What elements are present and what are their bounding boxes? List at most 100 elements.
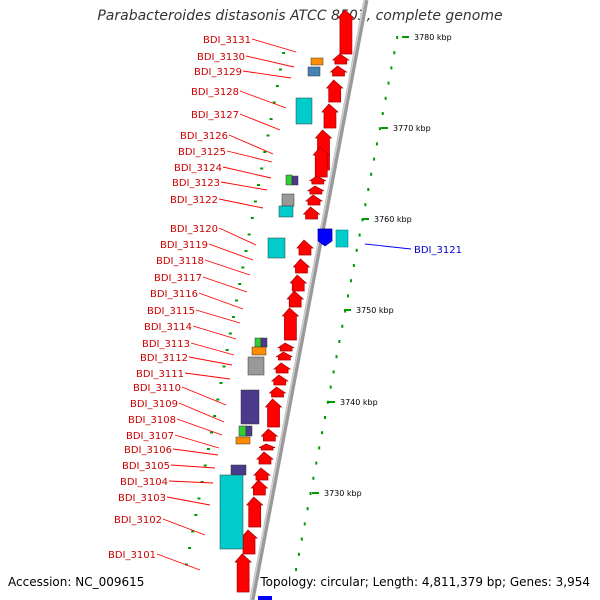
scale-dot-inner [210,431,214,434]
gene-label: BDI_3125 [178,147,226,158]
domain-box [240,389,260,425]
gene-arrow-forward [329,65,348,77]
scale-dot-inner [282,52,286,54]
gene-label: BDI_3131 [203,35,251,46]
gene-arrow-forward [289,274,308,292]
scale-dot-inner [241,266,245,269]
scale-dot-inner [250,217,254,219]
label-leader [364,243,412,250]
domain-box [267,237,286,259]
scale-major-tick [328,401,335,403]
scale-dot-outer [393,51,396,55]
label-leader [226,150,273,163]
gene-arrow-forward [305,194,324,206]
scale-dot-outer [315,461,318,465]
domain-box [254,337,262,348]
label-leader [176,418,223,436]
scale-dot-outer [318,446,321,450]
label-leader [170,464,216,469]
gene-label: BDI_3122 [170,195,218,206]
scale-dot-inner [275,85,279,87]
domain-box [281,193,295,207]
label-leader [162,518,206,536]
scale-dot-outer [390,66,393,70]
gene-label: BDI_3115 [147,306,195,317]
scale-major-tick [362,218,369,220]
gene-arrow-forward [275,351,293,361]
gene-label: BDI_3109 [130,399,178,410]
gene-fragment [258,596,272,600]
scale-dot-inner [219,382,223,384]
scale-dot-inner [188,547,192,549]
scale-label: 3750 kbp [356,306,394,315]
gene-label: BDI_3112 [140,353,188,364]
gene-label: BDI_3101 [108,550,156,561]
domain-box [285,174,293,186]
domain-box [310,57,324,66]
scale-dot-inner [278,68,282,71]
gene-arrow-forward [268,386,287,398]
gene-label: BDI_3113 [142,339,190,350]
scale-dot-inner [222,365,226,368]
scale-dot-inner [247,233,251,236]
gene-arrow-forward [234,553,253,593]
gene-label: BDI_3111 [136,369,184,380]
gene-label: BDI_3126 [180,131,228,142]
gene-arrow-forward [292,258,311,274]
scale-dot-outer [370,172,373,176]
gene-label: BDI_3129 [194,67,242,78]
label-leader [174,434,220,449]
label-leader [220,181,268,191]
scale-dot-outer [332,370,335,374]
scale-dot-outer [329,385,332,389]
gene-label: BDI_3102 [114,515,162,526]
scale-dot-outer [306,507,309,511]
scale-dot-inner [197,497,201,500]
label-leader [190,342,235,356]
domain-box [247,356,265,376]
map-title: Parabacteroides distasonis ATCC 8503, co… [97,8,503,24]
scale-dot-outer [341,324,344,328]
gene-labels: BDI_3131 BDI_3130 BDI_3129 BDI_3128 BDI_3127… [108,35,462,561]
scale-label: 3780 kbp [414,33,452,42]
gene-arrow-forward [325,79,344,103]
scale-dot-outer [358,233,361,237]
gene-arrow-forward [331,53,350,65]
label-leader [188,356,233,366]
label-leader [218,227,257,246]
gene-label: BDI_3124 [174,163,222,174]
gene-arrow-forward [312,146,331,178]
scale-dot-inner [272,101,276,104]
domain-box [245,425,253,437]
gene-arrow-forward [240,529,258,555]
accession-text: Accession: NC_009615 [8,575,145,589]
gene-arrow-forward [256,451,274,465]
label-leader [172,448,219,456]
scale-dot-inner [225,349,229,351]
label-leader [181,386,227,406]
scale-dot-outer [303,522,306,526]
topology-text: Topology: circular; Length: 4,811,379 bp… [260,575,590,589]
gene-track [219,9,355,600]
gene-arrow-forward [296,239,314,256]
gene-arrow-forward [253,467,271,481]
scale-dot-inner [269,118,273,120]
scale-major-tick [312,492,319,494]
label-leader [222,166,272,179]
scale-label: 3730 kbp [324,489,362,498]
gene-arrow-forward [245,496,264,528]
scale-dot-outer [355,248,358,252]
gene-label: BDI_3103 [118,493,166,504]
scale-dot-outer [338,340,341,343]
scale-dot-inner [228,332,232,335]
gene-label: BDI_3120 [170,224,218,235]
scale-dot-inner [253,200,257,203]
scale-dot-outer [352,264,355,267]
gene-arrow-forward [308,175,326,185]
label-leader [218,198,264,209]
label-leader [192,325,237,340]
scale-dot-outer [384,96,387,100]
scale-major-tick [402,36,409,38]
scale-major-tick [344,309,351,311]
